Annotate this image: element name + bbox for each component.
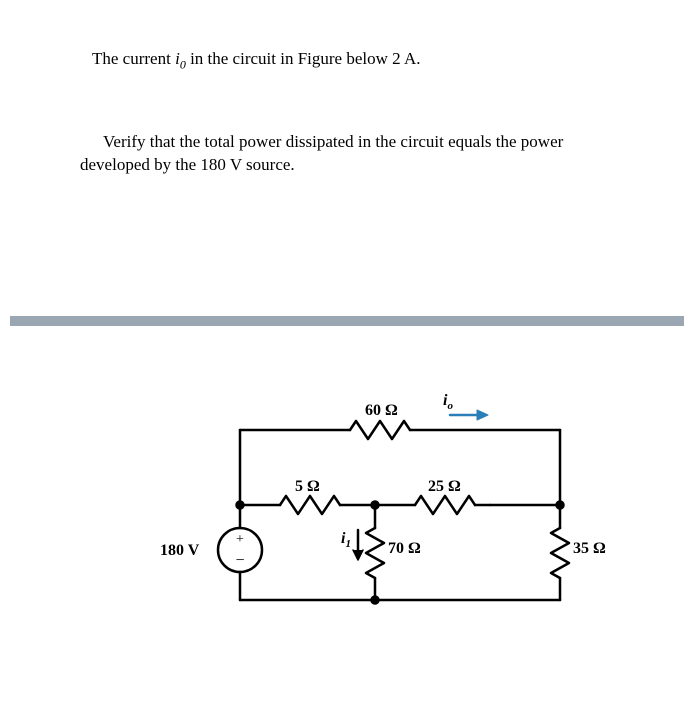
- label-r70: 70 Ω: [388, 540, 421, 558]
- label-r5: 5 Ω: [295, 478, 320, 496]
- resistor-70: [366, 528, 384, 578]
- source-minus: −: [235, 552, 244, 569]
- source-label: 180 V: [160, 542, 199, 560]
- problem-line-1: The current i0 in the circuit in Figure …: [92, 47, 420, 73]
- label-io: io: [443, 392, 453, 412]
- circuit-diagram: + − 180 V 60 Ω 5 Ω 25 Ω 70 Ω 35 Ω io i1: [160, 400, 590, 635]
- separator-bar: [10, 316, 684, 326]
- io-sub: o: [447, 400, 453, 412]
- label-r25: 25 Ω: [428, 478, 461, 496]
- resistor-60: [350, 421, 410, 439]
- label-r35: 35 Ω: [573, 540, 606, 558]
- current-i1-arrow: [353, 530, 363, 560]
- text: in the circuit in Figure below 2 A.: [186, 49, 421, 68]
- label-r60: 60 Ω: [365, 402, 398, 420]
- resistor-35: [551, 528, 569, 578]
- text: The current: [92, 49, 175, 68]
- resistor-25: [415, 496, 475, 514]
- circuit-svg: + −: [160, 400, 590, 635]
- label-i1: i1: [341, 530, 351, 550]
- i1-sub: 1: [345, 538, 351, 550]
- problem-line-2: Verify that the total power dissipated i…: [103, 130, 563, 154]
- problem-line-3: developed by the 180 V source.: [80, 153, 295, 177]
- source-plus: +: [236, 532, 244, 547]
- current-io-arrow: [450, 410, 488, 420]
- resistor-5: [280, 496, 340, 514]
